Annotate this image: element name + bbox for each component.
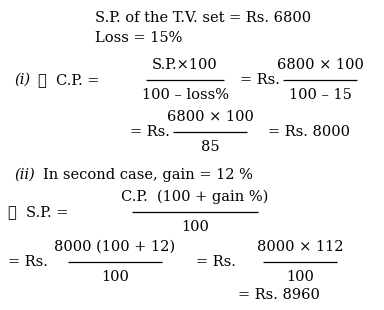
Text: ∴  C.P. =: ∴ C.P. =: [38, 73, 99, 87]
Text: 6800 × 100: 6800 × 100: [167, 110, 253, 124]
Text: 100: 100: [101, 270, 129, 284]
Text: (i): (i): [14, 73, 30, 87]
Text: = Rs. 8000: = Rs. 8000: [268, 125, 350, 139]
Text: 100 – loss%: 100 – loss%: [141, 88, 228, 102]
Text: 100: 100: [286, 270, 314, 284]
Text: S.P. of the T.V. set = Rs. 6800: S.P. of the T.V. set = Rs. 6800: [95, 11, 311, 25]
Text: = Rs.: = Rs.: [8, 255, 48, 269]
Text: Loss = 15%: Loss = 15%: [95, 31, 182, 45]
Text: (ii): (ii): [14, 168, 35, 182]
Text: In second case, gain = 12 %: In second case, gain = 12 %: [43, 168, 253, 182]
Text: 6800 × 100: 6800 × 100: [276, 58, 363, 72]
Text: 85: 85: [201, 140, 219, 154]
Text: 8000 × 112: 8000 × 112: [257, 240, 343, 254]
Text: = Rs.: = Rs.: [240, 73, 280, 87]
Text: = Rs. 8960: = Rs. 8960: [238, 288, 320, 302]
Text: ∴  S.P. =: ∴ S.P. =: [8, 205, 68, 219]
Text: S.P.×100: S.P.×100: [152, 58, 218, 72]
Text: 100: 100: [181, 220, 209, 234]
Text: 100 – 15: 100 – 15: [288, 88, 351, 102]
Text: = Rs.: = Rs.: [130, 125, 170, 139]
Text: C.P.  (100 + gain %): C.P. (100 + gain %): [121, 190, 269, 204]
Text: = Rs.: = Rs.: [196, 255, 236, 269]
Text: 8000 (100 + 12): 8000 (100 + 12): [55, 240, 175, 254]
